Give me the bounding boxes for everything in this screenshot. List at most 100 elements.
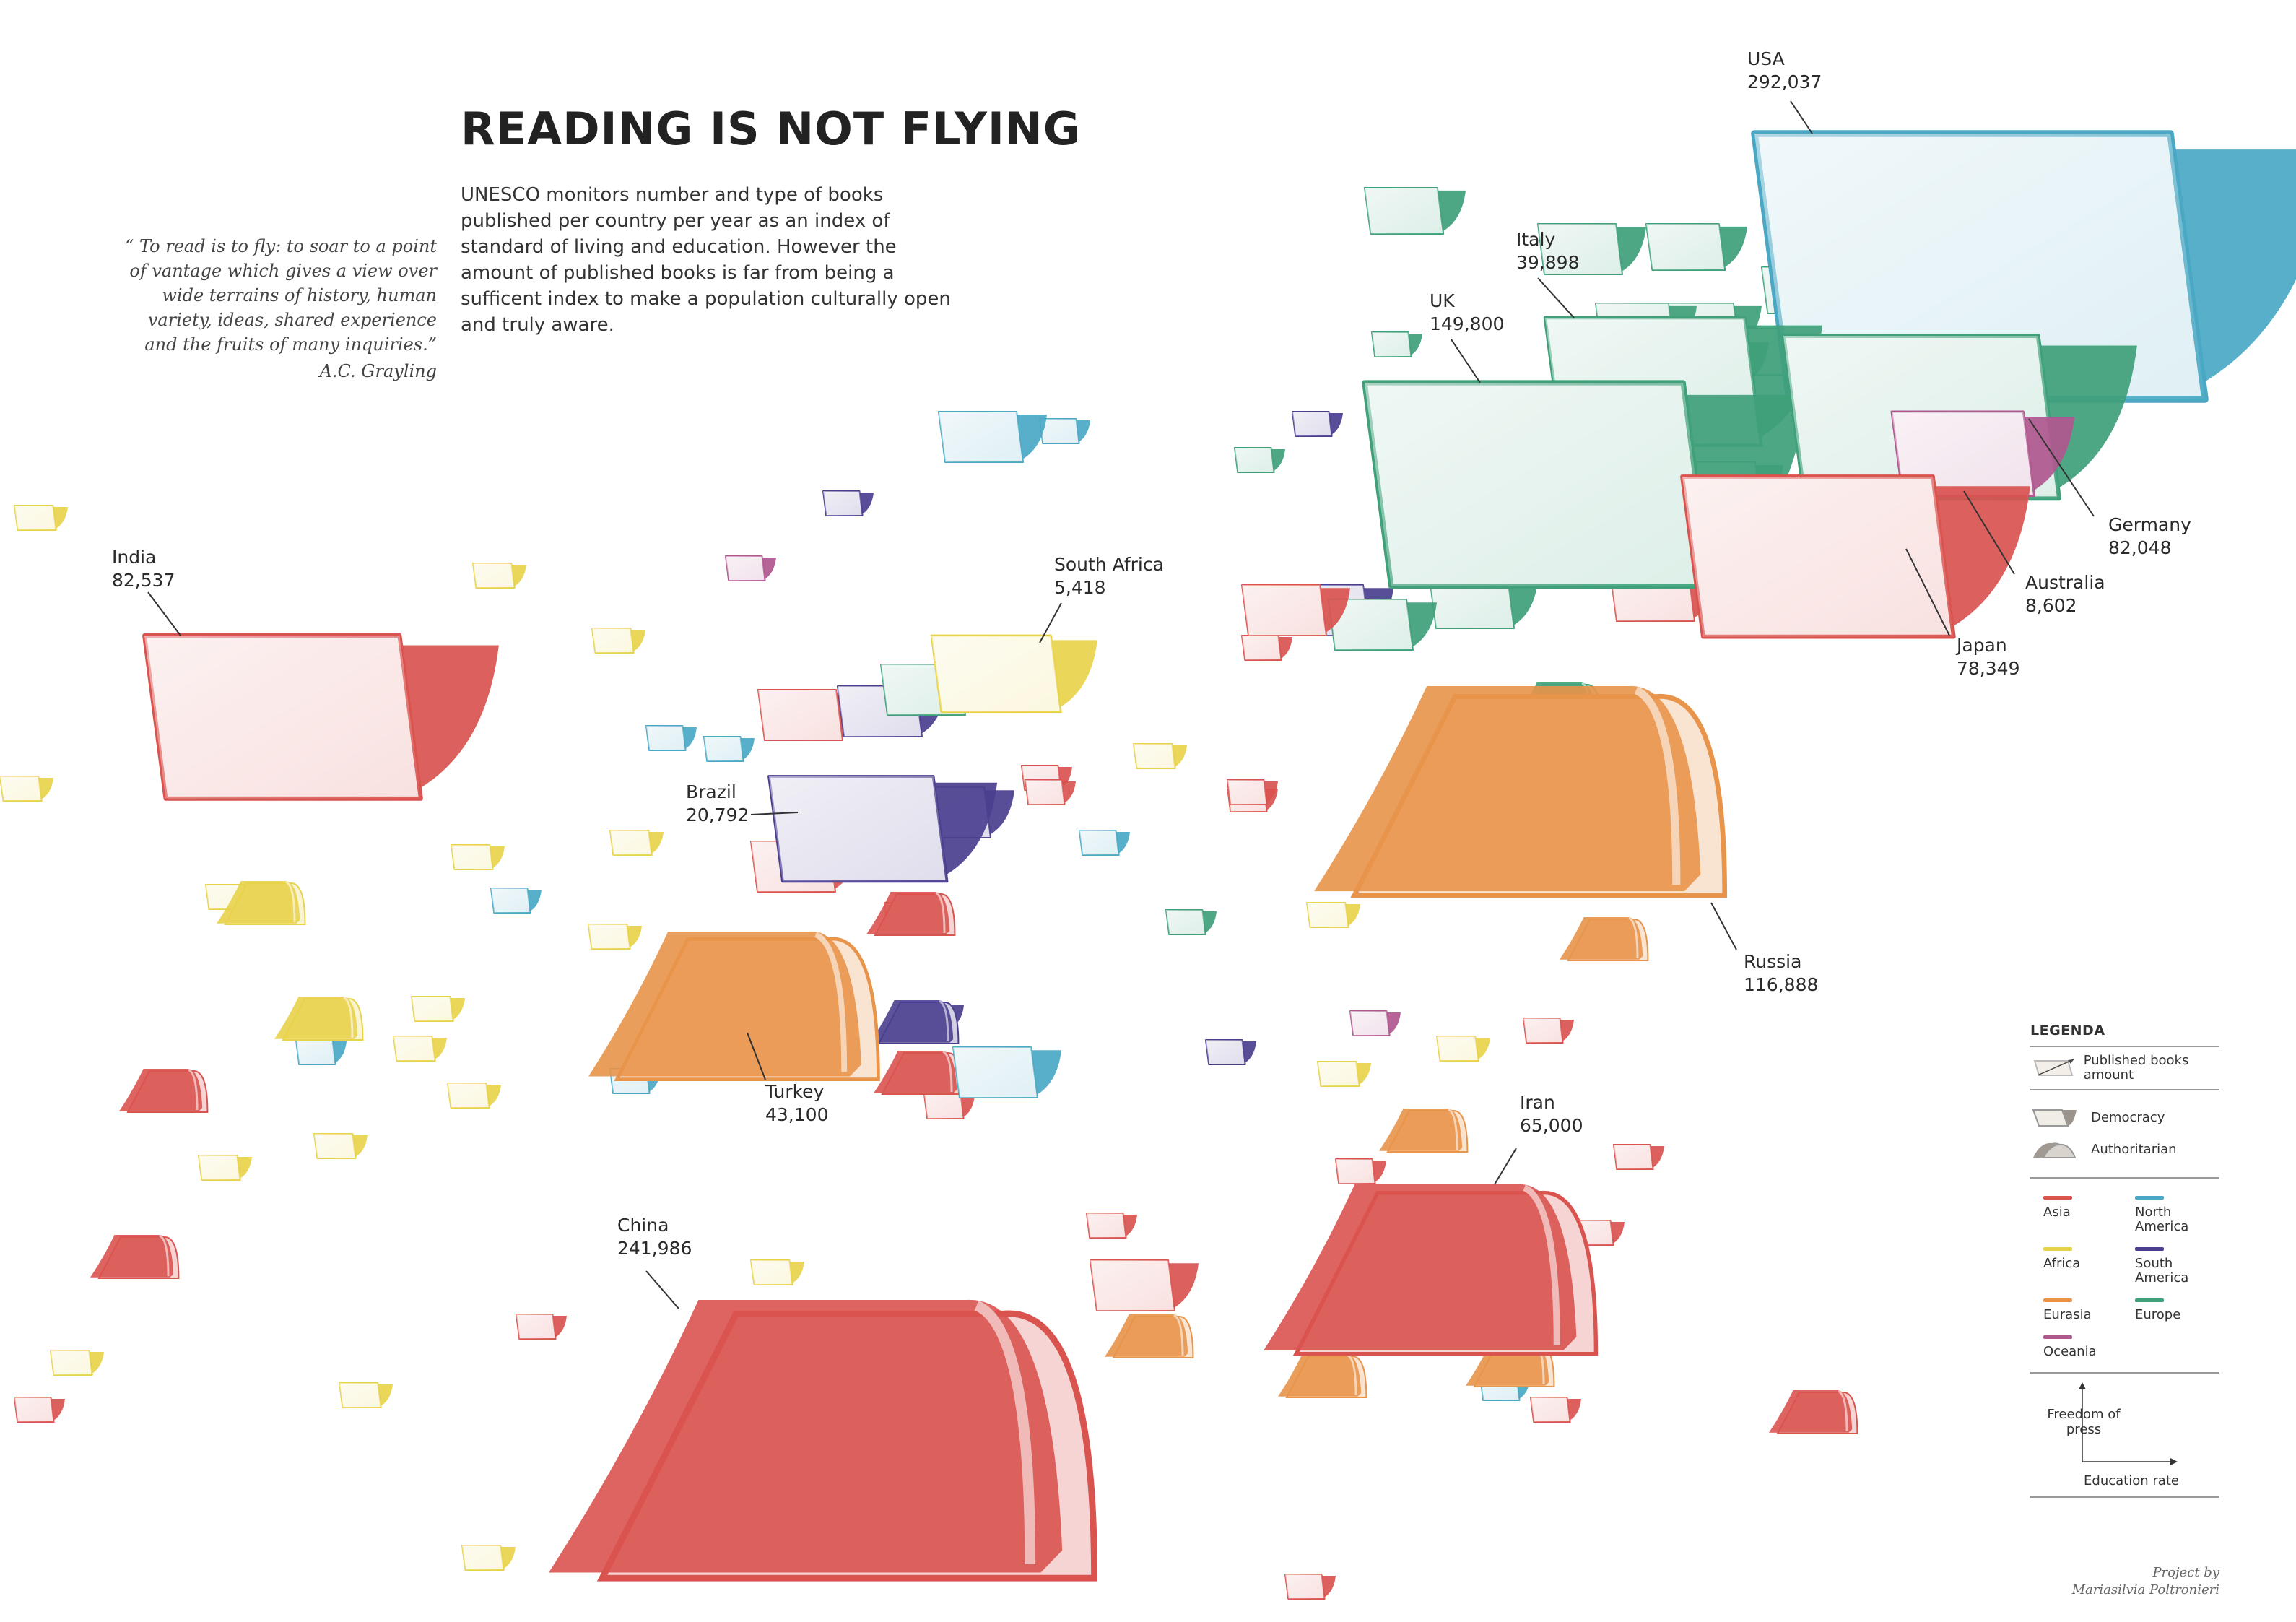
leader-line: [1790, 100, 1813, 134]
medium-book: [1090, 1259, 1199, 1311]
legend-authoritarian-label: Authoritarian: [2091, 1142, 2177, 1157]
axes-arrows-icon: [2079, 1382, 2178, 1465]
small-book: [1079, 830, 1130, 856]
leader-line: [1963, 490, 2015, 575]
legend-authoritarian: Authoritarian: [2030, 1134, 2219, 1166]
small-arched-book: [90, 1234, 180, 1279]
small-book: [750, 1259, 804, 1285]
small-book: [1349, 1010, 1401, 1036]
country-value-iran: 65,000: [1520, 1115, 1583, 1136]
small-book: [472, 563, 526, 589]
legend-continent-africa: Africa: [2043, 1247, 2128, 1285]
country-name-australia: Australia: [2025, 572, 2105, 593]
small-book: [0, 776, 53, 802]
leader-line: [1451, 339, 1481, 383]
legend-continent-eurasia: Eurasia: [2043, 1298, 2128, 1322]
book-japan: [1680, 474, 2030, 639]
small-book: [1039, 418, 1090, 444]
legend-swatch: [2043, 1335, 2072, 1339]
small-arched-book: [1560, 916, 1649, 961]
x-axis-label: Education rate: [2084, 1473, 2179, 1488]
small-book: [1530, 1397, 1581, 1423]
leader-line: [2028, 418, 2095, 517]
country-value-china: 241,986: [617, 1238, 692, 1259]
small-book: [609, 830, 664, 856]
country-value-uk: 149,800: [1430, 313, 1504, 334]
leader-line: [747, 1032, 766, 1080]
book-turkey: [588, 931, 880, 1082]
legend-swatch: [2135, 1196, 2164, 1200]
small-book: [198, 1155, 252, 1181]
small-book: [1306, 902, 1360, 928]
leader-line: [1494, 1148, 1517, 1185]
small-arched-book: [274, 996, 364, 1041]
country-value-india: 82,537: [112, 570, 175, 591]
small-book: [1165, 909, 1217, 935]
small-book: [822, 490, 874, 516]
leader-line: [750, 812, 799, 815]
country-value-italy: 39,898: [1516, 252, 1579, 273]
country-labels: USA292,037Italy39,898UK149,800Germany82,…: [112, 48, 2191, 1309]
legend-continent-oceania: Oceania: [2043, 1335, 2128, 1359]
medium-book: [1328, 599, 1437, 651]
country-name-turkey: Turkey: [765, 1081, 825, 1102]
country-name-south-africa: South Africa: [1054, 554, 1164, 575]
small-book: [1133, 743, 1187, 769]
legend-swatch: [2043, 1298, 2072, 1302]
legend-swatch: [2135, 1298, 2164, 1302]
small-book: [1086, 1213, 1137, 1239]
small-arched-book: [119, 1068, 209, 1113]
country-name-italy: Italy: [1516, 229, 1555, 250]
small-book: [1284, 1574, 1336, 1600]
book-usa: [1751, 130, 2296, 403]
small-book: [516, 1314, 567, 1340]
size-book-icon: [2033, 1059, 2074, 1076]
small-book: [295, 1039, 347, 1065]
legend-continent-label: Africa: [2043, 1256, 2081, 1271]
small-book: [645, 725, 697, 751]
credit-line-2: Mariasilvia Poltronieri: [2071, 1582, 2219, 1597]
y-axis-label: Freedom of press: [2047, 1407, 2121, 1437]
small-arched-book: [1278, 1353, 1367, 1398]
legend-continent-south-america: South America: [2135, 1247, 2219, 1285]
leader-line: [1710, 902, 1737, 950]
book-russia: [1314, 685, 1728, 898]
legend-continent-asia: Asia: [2043, 1196, 2128, 1234]
medium-book: [952, 1046, 1061, 1098]
leader-line: [1905, 548, 1950, 636]
labeled-books: [142, 130, 2296, 1582]
leader-line: [1537, 277, 1575, 318]
small-book: [1292, 411, 1343, 437]
credit: Project by Mariasilvia Poltronieri: [2030, 1564, 2219, 1599]
legend-swatch: [2043, 1247, 2072, 1251]
small-book: [1241, 635, 1292, 661]
small-book: [923, 1093, 975, 1119]
small-book: [451, 844, 505, 870]
country-value-japan: 78,349: [1957, 658, 2019, 679]
small-book: [313, 1133, 368, 1159]
legend-swatch: [2135, 1247, 2164, 1251]
small-book: [490, 888, 542, 914]
country-value-usa: 292,037: [1747, 71, 1822, 92]
small-book: [1317, 1061, 1371, 1087]
book-south-africa: [930, 634, 1097, 714]
medium-book: [1241, 584, 1350, 636]
legend-continent-label: Asia: [2043, 1205, 2071, 1220]
country-name-germany: Germany: [2108, 514, 2191, 535]
medium-book: [757, 689, 866, 741]
intro-paragraph: UNESCO monitors number and type of books…: [461, 184, 951, 336]
small-book: [703, 736, 755, 762]
quote-author: A.C. Grayling: [319, 361, 437, 381]
small-book: [14, 1397, 65, 1423]
small-book: [447, 1083, 501, 1109]
country-value-germany: 82,048: [2108, 537, 2171, 558]
europe-book: [1364, 187, 1466, 235]
small-book: [1025, 779, 1076, 805]
small-book: [393, 1036, 447, 1062]
legend-continent-label: Europe: [2135, 1307, 2181, 1322]
country-name-usa: USA: [1747, 48, 1785, 69]
book-iran: [1264, 1184, 1599, 1356]
country-name-brazil: Brazil: [686, 781, 736, 802]
small-book: [14, 505, 68, 531]
